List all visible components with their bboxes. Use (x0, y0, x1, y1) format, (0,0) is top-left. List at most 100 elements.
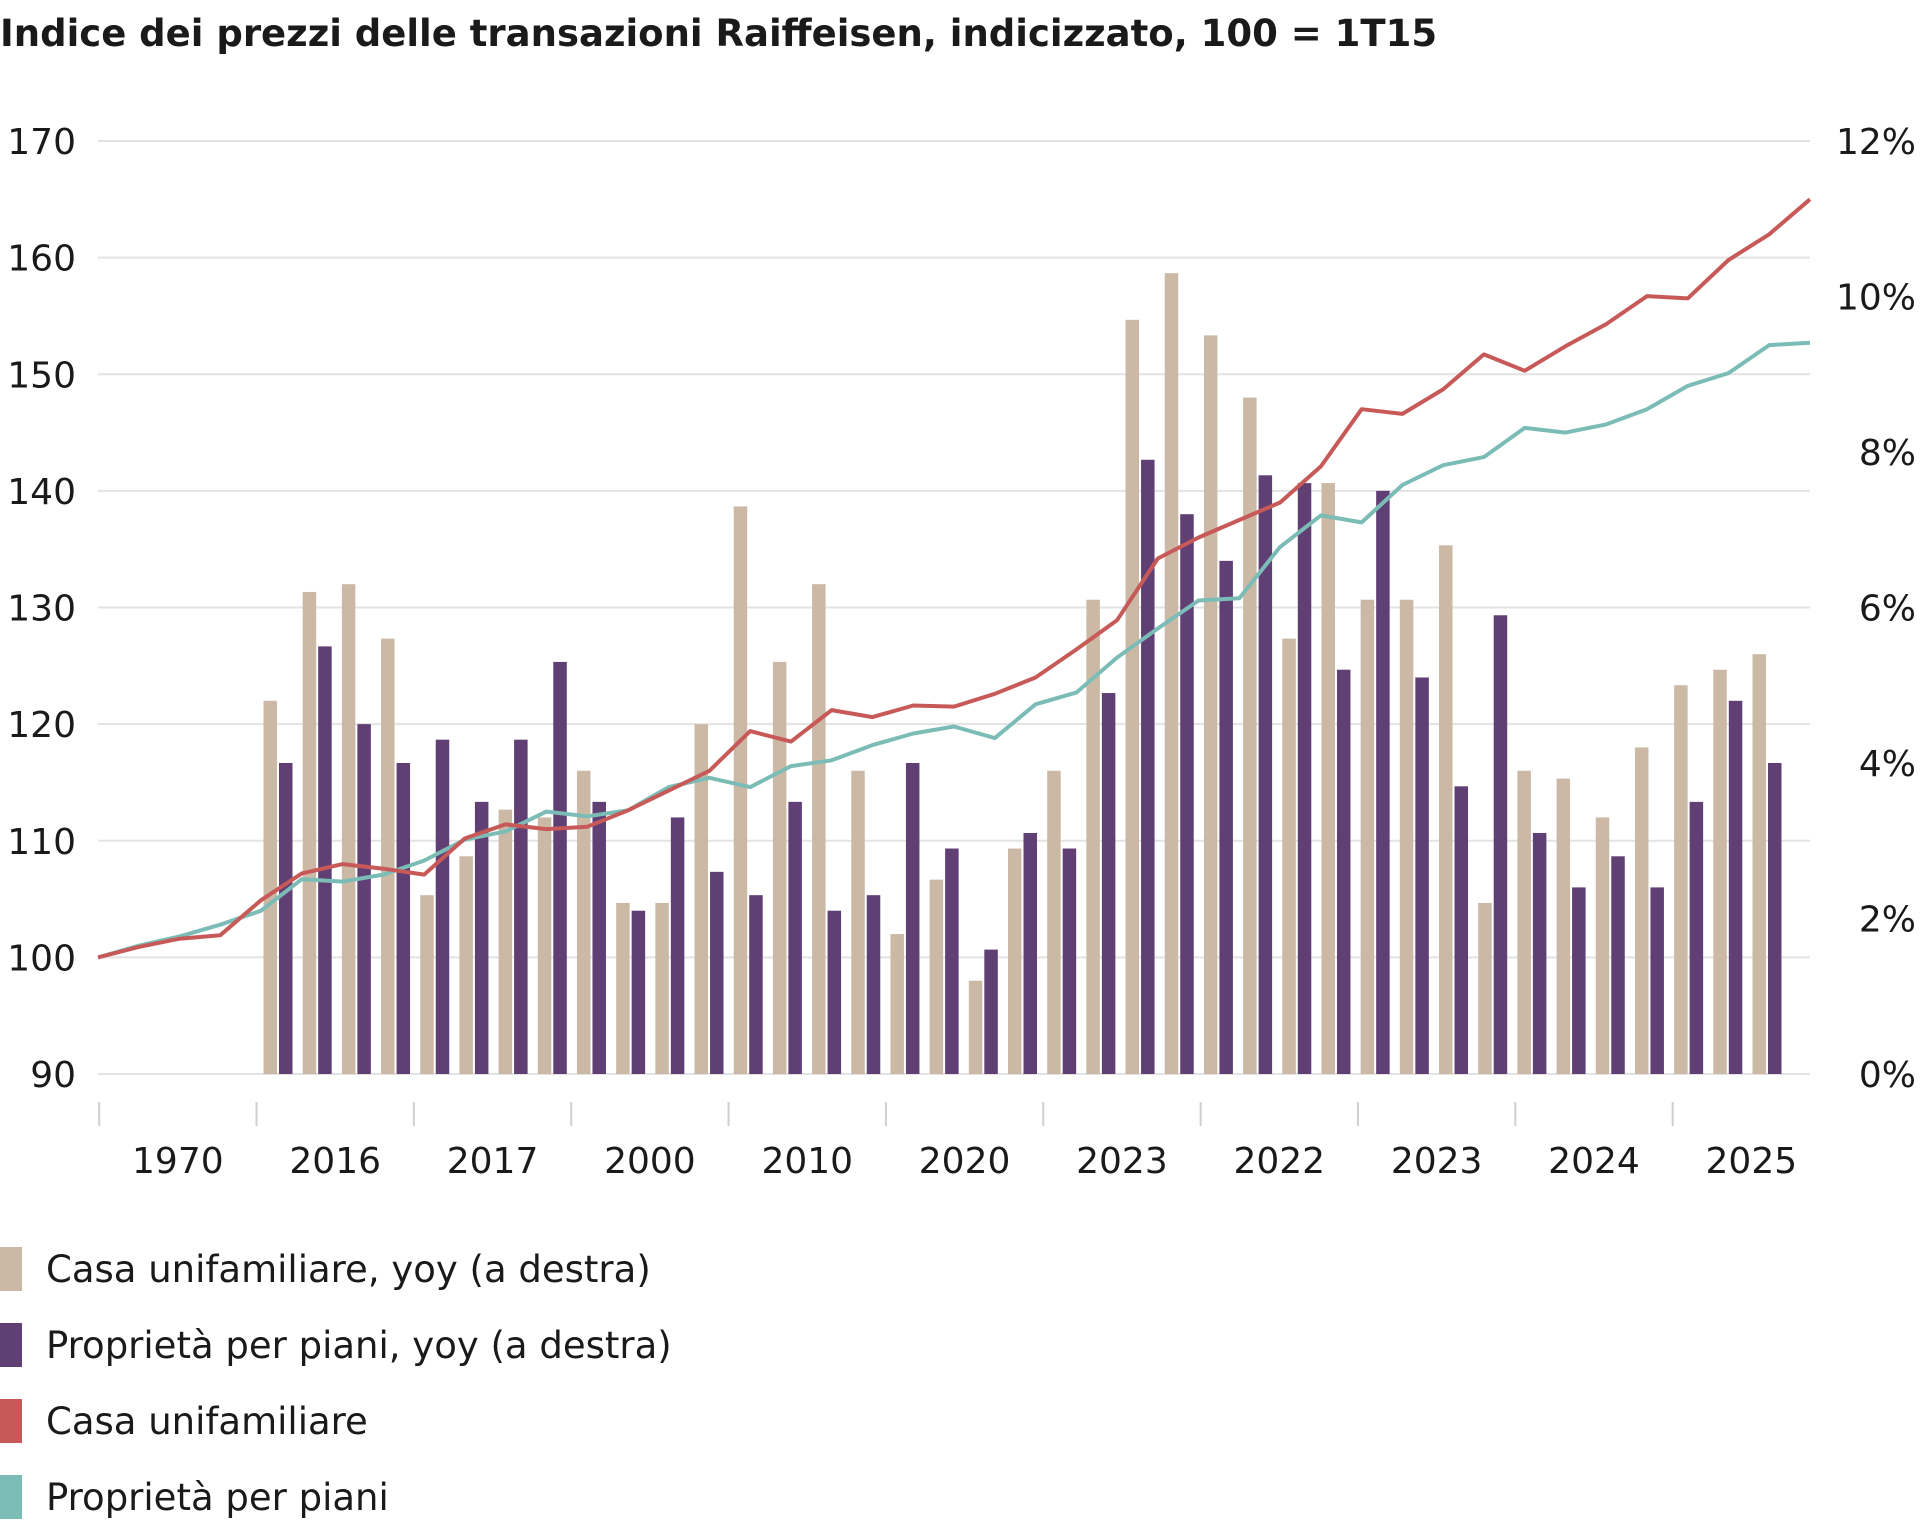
x-tick-label: 2000 (604, 1141, 696, 1182)
bar-proprieta-per-piani-yoy (1572, 887, 1586, 1074)
x-axis: 1970 2016 2017 2000 2010 2020 2023 2022 2023 2024… (98, 1102, 1798, 1182)
bar-casa-unifamiliare-yoy (537, 817, 552, 1074)
bar-casa-unifamiliare-yoy (1478, 902, 1492, 1074)
bar-proprieta-per-piani-yoy (749, 895, 763, 1074)
legend-label: Casa unifamiliare (46, 1400, 368, 1443)
x-tick-label: 2025 (1706, 1141, 1798, 1182)
x-tick-label: 2016 (289, 1141, 381, 1182)
bar-proprieta-per-piani-yoy (1532, 832, 1547, 1074)
y-axis-left: 170 160 150 140 130 120 110 100 90 (7, 122, 76, 1096)
y-left-tick-label: 150 (7, 355, 76, 396)
bar-casa-unifamiliare-yoy (1556, 778, 1571, 1074)
bar-casa-unifamiliare-yoy (890, 934, 904, 1074)
legend-swatch (0, 1399, 22, 1443)
bar-proprieta-per-piani-yoy (670, 817, 685, 1074)
bar-casa-unifamiliare-yoy (1595, 817, 1610, 1074)
bar-casa-unifamiliare-yoy (1321, 483, 1335, 1075)
bar-casa-unifamiliare-yoy (1752, 654, 1766, 1074)
line-proprieta-per-piani (97, 340, 1811, 960)
bar-proprieta-per-piani-yoy (788, 801, 802, 1074)
bar-proprieta-per-piani-yoy (1728, 700, 1743, 1074)
x-tick-label: 1970 (132, 1141, 224, 1182)
bar-proprieta-per-piani-yoy (1062, 848, 1077, 1074)
bar-casa-unifamiliare-yoy (929, 879, 944, 1074)
bars (263, 273, 1782, 1075)
bar-proprieta-per-piani-yoy (1101, 693, 1116, 1074)
bar-casa-unifamiliare-yoy (694, 724, 709, 1074)
y-left-tick-label: 120 (7, 705, 76, 746)
y-right-tick-label: 8% (1859, 433, 1916, 474)
bar-casa-unifamiliare-yoy (498, 809, 513, 1074)
bar-proprieta-per-piani-yoy (474, 801, 489, 1074)
bar-proprieta-per-piani-yoy (279, 763, 293, 1074)
bar-casa-unifamiliare-yoy (1634, 747, 1649, 1074)
bar-proprieta-per-piani-yoy (396, 763, 411, 1074)
bar-casa-unifamiliare-yoy (381, 638, 395, 1074)
y-right-tick-label: 12% (1836, 122, 1916, 163)
bar-proprieta-per-piani-yoy (631, 910, 646, 1074)
bar-casa-unifamiliare-yoy (1674, 685, 1688, 1074)
bar-casa-unifamiliare-yoy (1399, 599, 1414, 1074)
bar-casa-unifamiliare-yoy (1047, 770, 1061, 1074)
legend-swatch (0, 1323, 22, 1367)
x-tick-label: 2023 (1076, 1141, 1168, 1182)
x-tick-label: 2017 (447, 1141, 539, 1182)
bar-proprieta-per-piani-yoy (1297, 483, 1312, 1075)
bar-casa-unifamiliare-yoy (1517, 770, 1531, 1074)
y-left-tick-label: 160 (7, 239, 76, 280)
bar-casa-unifamiliare-yoy (1282, 638, 1296, 1074)
bar-casa-unifamiliare-yoy (733, 506, 748, 1074)
bar-casa-unifamiliare-yoy (420, 895, 434, 1074)
bar-casa-unifamiliare-yoy (341, 584, 356, 1074)
bar-proprieta-per-piani-yoy (827, 910, 842, 1074)
bar-casa-unifamiliare-yoy (655, 902, 669, 1074)
x-tick-label: 2020 (919, 1141, 1011, 1182)
chart-title: Indice dei prezzi delle transazioni Raif… (0, 12, 1437, 55)
bar-proprieta-per-piani-yoy (1454, 786, 1469, 1074)
bar-proprieta-per-piani-yoy (553, 661, 567, 1074)
bar-proprieta-per-piani-yoy (1141, 459, 1155, 1074)
bar-proprieta-per-piani-yoy (1689, 801, 1704, 1074)
bar-casa-unifamiliare-yoy (812, 584, 826, 1074)
legend-label: Proprietà per piani, yoy (a destra) (46, 1324, 672, 1367)
bar-proprieta-per-piani-yoy (357, 724, 371, 1074)
bar-proprieta-per-piani-yoy (710, 871, 724, 1074)
bar-proprieta-per-piani-yoy (984, 949, 998, 1074)
y-left-tick-label: 130 (7, 589, 76, 630)
bar-proprieta-per-piani-yoy (1219, 560, 1233, 1074)
bar-proprieta-per-piani-yoy (905, 763, 920, 1074)
bar-proprieta-per-piani-yoy (1336, 669, 1351, 1074)
bar-casa-unifamiliare-yoy (1439, 545, 1453, 1074)
bar-proprieta-per-piani-yoy (592, 801, 606, 1074)
bar-casa-unifamiliare-yoy (1243, 397, 1257, 1074)
legend: Casa unifamiliare, yoy (a destra) Proprie… (0, 1247, 672, 1519)
legend-label: Proprietà per piani (46, 1476, 389, 1519)
bar-proprieta-per-piani-yoy (1650, 887, 1664, 1074)
y-right-tick-label: 6% (1859, 589, 1916, 630)
y-left-tick-label: 90 (30, 1055, 76, 1096)
bar-proprieta-per-piani-yoy (945, 848, 959, 1074)
bar-casa-unifamiliare-yoy (1125, 319, 1140, 1074)
y-right-tick-label: 2% (1859, 900, 1916, 941)
y-right-tick-label: 4% (1859, 744, 1916, 785)
bar-proprieta-per-piani-yoy (1258, 475, 1273, 1074)
y-axis-right: 12% 10% 8% 6% 4% 2% 0% (1836, 122, 1916, 1096)
bar-proprieta-per-piani-yoy (1376, 490, 1390, 1074)
x-tick-label: 2024 (1548, 1141, 1640, 1182)
bar-proprieta-per-piani-yoy (1180, 514, 1194, 1074)
bar-casa-unifamiliare-yoy (1360, 599, 1375, 1074)
bar-casa-unifamiliare-yoy (1086, 599, 1100, 1074)
line-casa-unifamiliare (97, 197, 1812, 960)
bar-casa-unifamiliare-yoy (263, 700, 278, 1074)
y-left-tick-label: 110 (7, 822, 76, 863)
x-tick-label: 2022 (1233, 1141, 1325, 1182)
bar-proprieta-per-piani-yoy (514, 739, 528, 1074)
lines (97, 197, 1812, 960)
x-tick-label: 2010 (761, 1141, 853, 1182)
y-left-tick-label: 140 (7, 472, 76, 513)
y-right-tick-label: 10% (1836, 278, 1916, 319)
bar-proprieta-per-piani-yoy (318, 646, 332, 1074)
y-left-tick-label: 170 (7, 122, 76, 163)
bar-proprieta-per-piani-yoy (435, 739, 450, 1074)
